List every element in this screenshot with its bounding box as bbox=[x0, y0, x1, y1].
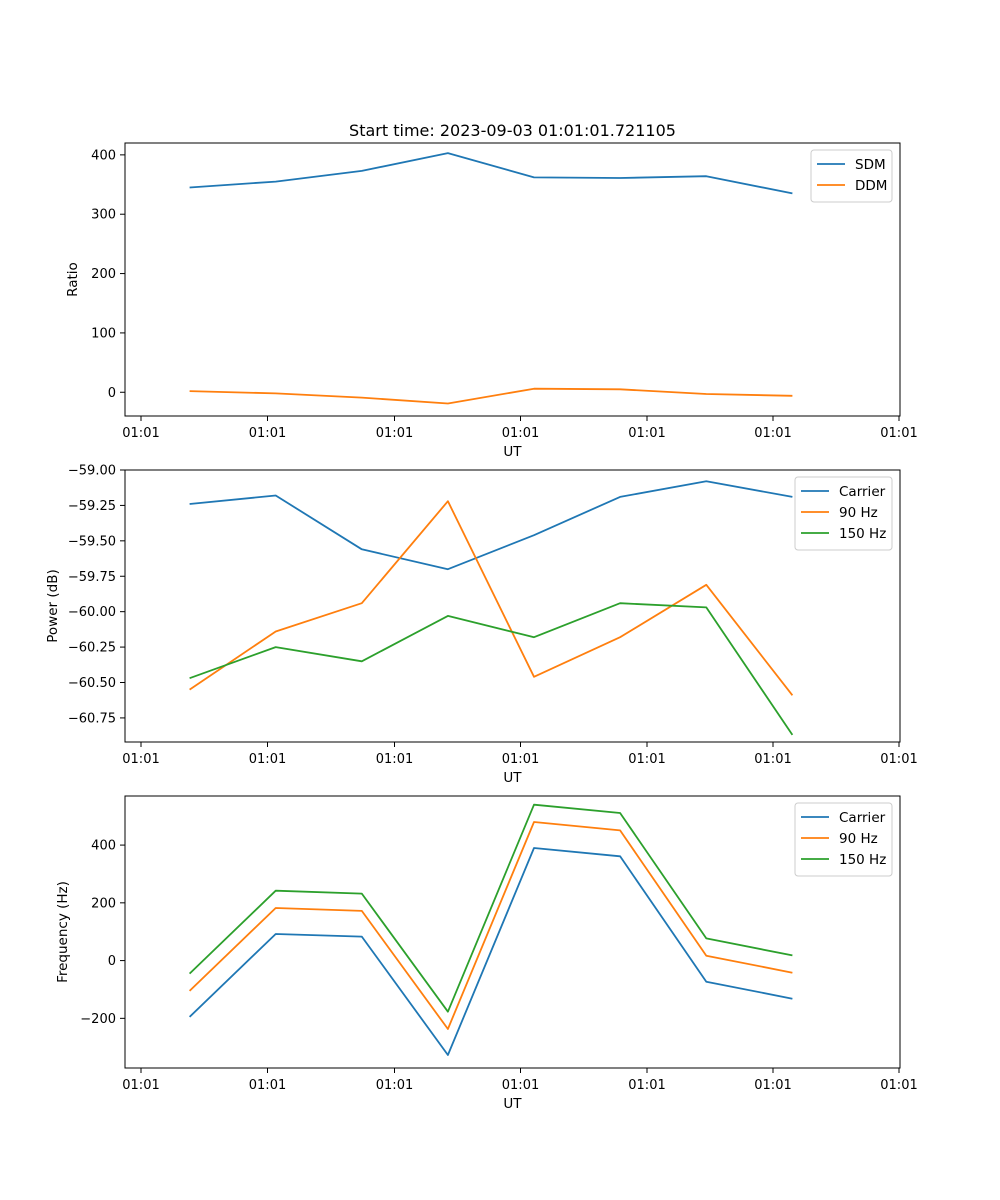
x-tick-label: 01:01 bbox=[880, 1078, 917, 1093]
legend: Carrier 90 Hz 150 Hz bbox=[794, 476, 893, 551]
legend-label: DDM bbox=[855, 178, 887, 194]
x-axis-label: UT bbox=[503, 1096, 522, 1112]
x-tick-label: 01:01 bbox=[880, 426, 917, 441]
y-tick-label: −59.75 bbox=[68, 570, 116, 585]
y-tick-label: −60.00 bbox=[68, 605, 116, 620]
y-tick-label: −59.50 bbox=[68, 534, 116, 549]
x-tick-label: 01:01 bbox=[249, 426, 286, 441]
series-line-150-hz bbox=[188, 803, 793, 1013]
figure-title: Start time: 2023-09-03 01:01:01.721105 bbox=[349, 121, 676, 140]
series-line-carrier bbox=[189, 480, 793, 571]
x-tick-label: 01:01 bbox=[249, 752, 286, 767]
y-tick-label: 400 bbox=[91, 839, 116, 854]
y-tick-label: 200 bbox=[91, 267, 116, 282]
chart-panel-1: 01:01 01:01 01:01 01:01 01:01 01:01 01:01 UT 0 10… bbox=[65, 142, 918, 460]
legend-label: SDM bbox=[855, 157, 886, 173]
x-tick-label: 01:01 bbox=[754, 752, 791, 767]
series-line-carrier bbox=[188, 847, 793, 1056]
series-line-90-hz bbox=[188, 821, 793, 1030]
legend-box bbox=[810, 149, 893, 203]
y-tick-label: 0 bbox=[108, 386, 116, 401]
x-tick-label: 01:01 bbox=[502, 1078, 539, 1093]
y-tick-label: −60.50 bbox=[68, 676, 116, 691]
y-tick-label: −59.00 bbox=[68, 464, 116, 479]
y-axis-label: Power (dB) bbox=[45, 569, 61, 642]
x-tick-label: 01:01 bbox=[754, 1078, 791, 1093]
y-axis-label: Ratio bbox=[65, 262, 81, 297]
x-tick-label: 01:01 bbox=[122, 1078, 159, 1093]
x-tick-label: 01:01 bbox=[754, 426, 791, 441]
series-line-150-hz bbox=[189, 602, 794, 736]
plot-frame bbox=[124, 142, 901, 417]
legend-box bbox=[794, 802, 893, 877]
legend: Carrier 90 Hz 150 Hz bbox=[794, 802, 893, 877]
legend-label: Carrier bbox=[839, 810, 886, 826]
y-axis-label: Frequency (Hz) bbox=[55, 881, 71, 983]
series-line-sdm bbox=[189, 152, 793, 195]
x-tick-label: 01:01 bbox=[376, 752, 413, 767]
x-tick-label: 01:01 bbox=[122, 752, 159, 767]
x-tick-label: 01:01 bbox=[376, 1078, 413, 1093]
legend-label: 90 Hz bbox=[839, 505, 878, 521]
y-tick-label: 0 bbox=[108, 954, 116, 969]
x-tick-label: 01:01 bbox=[628, 426, 665, 441]
plot-frame bbox=[124, 469, 901, 743]
y-tick-label: 300 bbox=[91, 208, 116, 223]
legend-label: 150 Hz bbox=[839, 526, 886, 542]
x-tick-label: 01:01 bbox=[628, 752, 665, 767]
chart-panels: 01:01 01:01 01:01 01:01 01:01 01:01 01:01 UT 0 10… bbox=[45, 142, 918, 1112]
legend: SDM DDM bbox=[810, 149, 893, 203]
y-tick-label: −200 bbox=[80, 1012, 116, 1027]
y-tick-label: −60.75 bbox=[68, 711, 116, 726]
chart-panel-3: 01:01 01:01 01:01 01:01 01:01 01:01 01:01 UT −20… bbox=[55, 795, 918, 1112]
x-tick-label: 01:01 bbox=[376, 426, 413, 441]
y-tick-label: 200 bbox=[91, 896, 116, 911]
plot-frame bbox=[124, 795, 901, 1069]
y-tick-label: 400 bbox=[91, 148, 116, 163]
x-tick-label: 01:01 bbox=[502, 752, 539, 767]
x-tick-label: 01:01 bbox=[249, 1078, 286, 1093]
y-tick-label: −59.25 bbox=[68, 499, 116, 514]
legend-box bbox=[794, 476, 893, 551]
legend-label: 90 Hz bbox=[839, 831, 878, 847]
x-tick-label: 01:01 bbox=[122, 426, 159, 441]
y-tick-label: −60.25 bbox=[68, 641, 116, 656]
x-axis-label: UT bbox=[503, 444, 522, 460]
legend-label: Carrier bbox=[839, 484, 886, 500]
x-axis-label: UT bbox=[503, 770, 522, 786]
x-tick-label: 01:01 bbox=[502, 426, 539, 441]
y-tick-label: 100 bbox=[91, 326, 116, 341]
series-line-90-hz bbox=[189, 500, 794, 696]
series-line-ddm bbox=[189, 387, 793, 405]
chart-panel-2: 01:01 01:01 01:01 01:01 01:01 01:01 01:01 UT −59… bbox=[45, 464, 918, 787]
x-tick-label: 01:01 bbox=[880, 752, 917, 767]
x-tick-label: 01:01 bbox=[628, 1078, 665, 1093]
legend-label: 150 Hz bbox=[839, 852, 886, 868]
